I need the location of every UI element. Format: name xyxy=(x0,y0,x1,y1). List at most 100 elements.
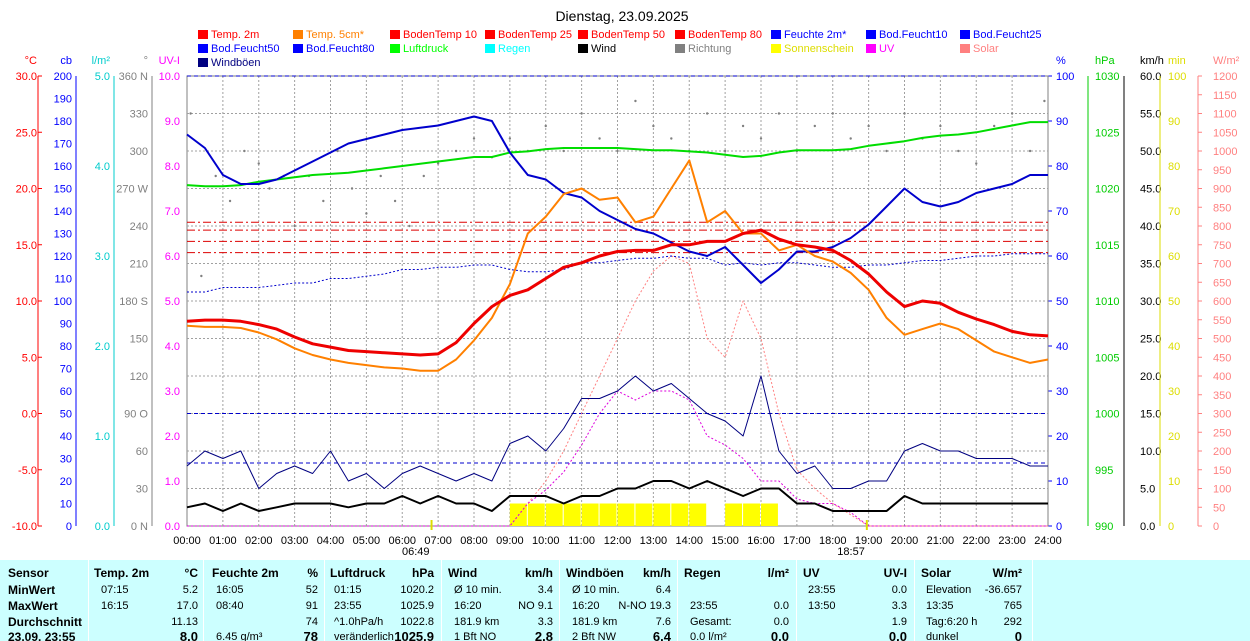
stats-cell: 6.4 xyxy=(652,629,671,641)
series-line-windb-en xyxy=(186,375,1048,489)
axis-unit: l/m² xyxy=(92,55,111,67)
stats-cell: Solar xyxy=(921,566,952,580)
legend-swatch xyxy=(293,44,303,53)
stats-cell: W/m² xyxy=(992,566,1022,580)
stats-cell: 07:15 xyxy=(101,584,129,596)
axis-tick-label: 6.0 xyxy=(165,251,180,263)
richtung-point xyxy=(903,112,906,115)
axis-tick-label: 1100 xyxy=(1213,109,1237,121)
stats-cell: 6.45 g/m³ xyxy=(216,631,263,641)
stats-cell: 765 xyxy=(1003,600,1022,612)
stats-divider xyxy=(914,560,915,641)
axis-tick-label: 170 xyxy=(54,139,72,151)
legend-swatch xyxy=(771,30,781,39)
stats-cell: NO 9.1 xyxy=(518,600,553,612)
legend-swatch xyxy=(198,58,208,67)
axis-tick-label: 20 xyxy=(1056,431,1068,443)
axis-tick-label: 10 xyxy=(1168,476,1180,488)
time-label: 12:00 xyxy=(604,535,632,547)
richtung-point xyxy=(562,149,565,153)
stats-cell: 17.0 xyxy=(176,600,198,612)
richtung-point xyxy=(705,112,709,115)
series-line-temp-5cm xyxy=(186,159,1049,372)
stats-cell: 0.0 l/m² xyxy=(690,631,727,641)
stats-cell: hPa xyxy=(411,566,434,580)
axis-tick-label: 10 xyxy=(60,499,72,511)
stats-cell: 292 xyxy=(1003,616,1022,628)
axis-tick-label: 180 xyxy=(54,116,72,128)
axis-tick-label: 60 xyxy=(136,446,148,458)
time-label: 14:00 xyxy=(675,535,703,547)
axis-tick-label: 650 xyxy=(1213,277,1231,289)
axis-tick-label: 330 xyxy=(130,109,148,121)
stats-cell: 3.4 xyxy=(537,584,553,596)
time-label: 03:00 xyxy=(281,535,309,547)
time-label: 09:00 xyxy=(496,535,524,547)
axis-tick-label: 1020 xyxy=(1095,184,1119,196)
legend-label: Bod.Feucht10 xyxy=(879,29,948,41)
richtung-point xyxy=(336,149,339,153)
axis-unit: cb xyxy=(60,55,72,67)
richtung-point xyxy=(365,212,368,215)
time-label: 08:00 xyxy=(460,535,488,547)
stats-cell: 0.0 xyxy=(891,584,907,596)
legend-swatch xyxy=(675,44,685,53)
axis-tick-label: 100 xyxy=(1213,484,1231,496)
richtung-point xyxy=(616,149,619,153)
stats-cell: ^1.0hPa/h xyxy=(334,616,384,628)
axis-tick-label: 250 xyxy=(1213,427,1231,439)
legend-label: Solar xyxy=(973,43,999,55)
axis-tick-label: 20 xyxy=(1168,431,1180,443)
axis-tick-label: 1200 xyxy=(1213,71,1237,83)
stats-cell: l/m² xyxy=(767,566,789,580)
axis-tick-label: 30 xyxy=(136,484,148,496)
stats-cell: 6.4 xyxy=(655,584,671,596)
legend-label: BodenTemp 80 xyxy=(688,29,762,41)
stats-cell: 16:20 xyxy=(572,600,600,612)
legend-swatch xyxy=(771,44,781,53)
axis-tick-label: 3.0 xyxy=(95,251,110,263)
axis-tick-label: 300 xyxy=(130,146,148,158)
axis-tick-label: 10 xyxy=(1056,476,1068,488)
richtung-point xyxy=(257,162,260,165)
axis-tick-label: 200 xyxy=(54,71,72,83)
stats-cell: 1020.2 xyxy=(400,584,434,596)
stats-cell: 52 xyxy=(305,584,318,596)
richtung-point xyxy=(1028,149,1032,153)
axis-tick-label: 60 xyxy=(1168,251,1180,263)
sunshine-bar xyxy=(743,503,760,526)
axis-tick-label: 50 xyxy=(1056,296,1068,308)
legend-label: Wind xyxy=(591,43,616,55)
legend-swatch xyxy=(578,30,588,39)
stats-cell: °C xyxy=(184,566,198,580)
stats-cell: Tag:6:20 h xyxy=(926,616,978,628)
richtung-point xyxy=(293,224,296,228)
sunshine-bar xyxy=(671,503,689,526)
stats-divider xyxy=(796,560,797,641)
axis-tick-label: 240 xyxy=(130,221,148,233)
stats-cell: MaxWert xyxy=(8,599,58,613)
axis-tick-label: 20 xyxy=(60,476,72,488)
axis-tick-label: 30.0 xyxy=(1140,296,1161,308)
axis-tick-label: 200 xyxy=(1213,446,1231,458)
axis-tick-label: 45.0 xyxy=(1140,184,1161,196)
sunshine-bar xyxy=(563,503,581,526)
richtung-point xyxy=(759,137,763,140)
richtung-point xyxy=(670,137,673,140)
axis-unit: km/h xyxy=(1140,55,1164,67)
stats-cell: 16:05 xyxy=(216,584,244,596)
weather-chart: Dienstag, 23.09.2025 Temp. 2m Temp. 5cm* B… xyxy=(12,8,1240,558)
chart-title: Dienstag, 23.09.2025 xyxy=(555,8,688,24)
legend-label: Temp. 5cm* xyxy=(306,29,365,41)
statistics-panel: Sensor MinWert MaxWert Durchschnitt 23.09. 2… xyxy=(0,560,1250,641)
richtung-point xyxy=(1043,99,1046,103)
series-line-wind xyxy=(186,480,1048,512)
time-label: 15:00 xyxy=(711,535,739,547)
time-label: 16:00 xyxy=(747,535,775,547)
axis-tick-label: 995 xyxy=(1095,465,1113,477)
axis-tick-label: 40 xyxy=(1168,341,1180,353)
axis-tick-label: 35.0 xyxy=(1140,259,1161,271)
sunshine-bar xyxy=(635,503,653,526)
axis-tick-label: 100 xyxy=(1168,71,1186,83)
stats-cell: 23:55 xyxy=(334,600,362,612)
